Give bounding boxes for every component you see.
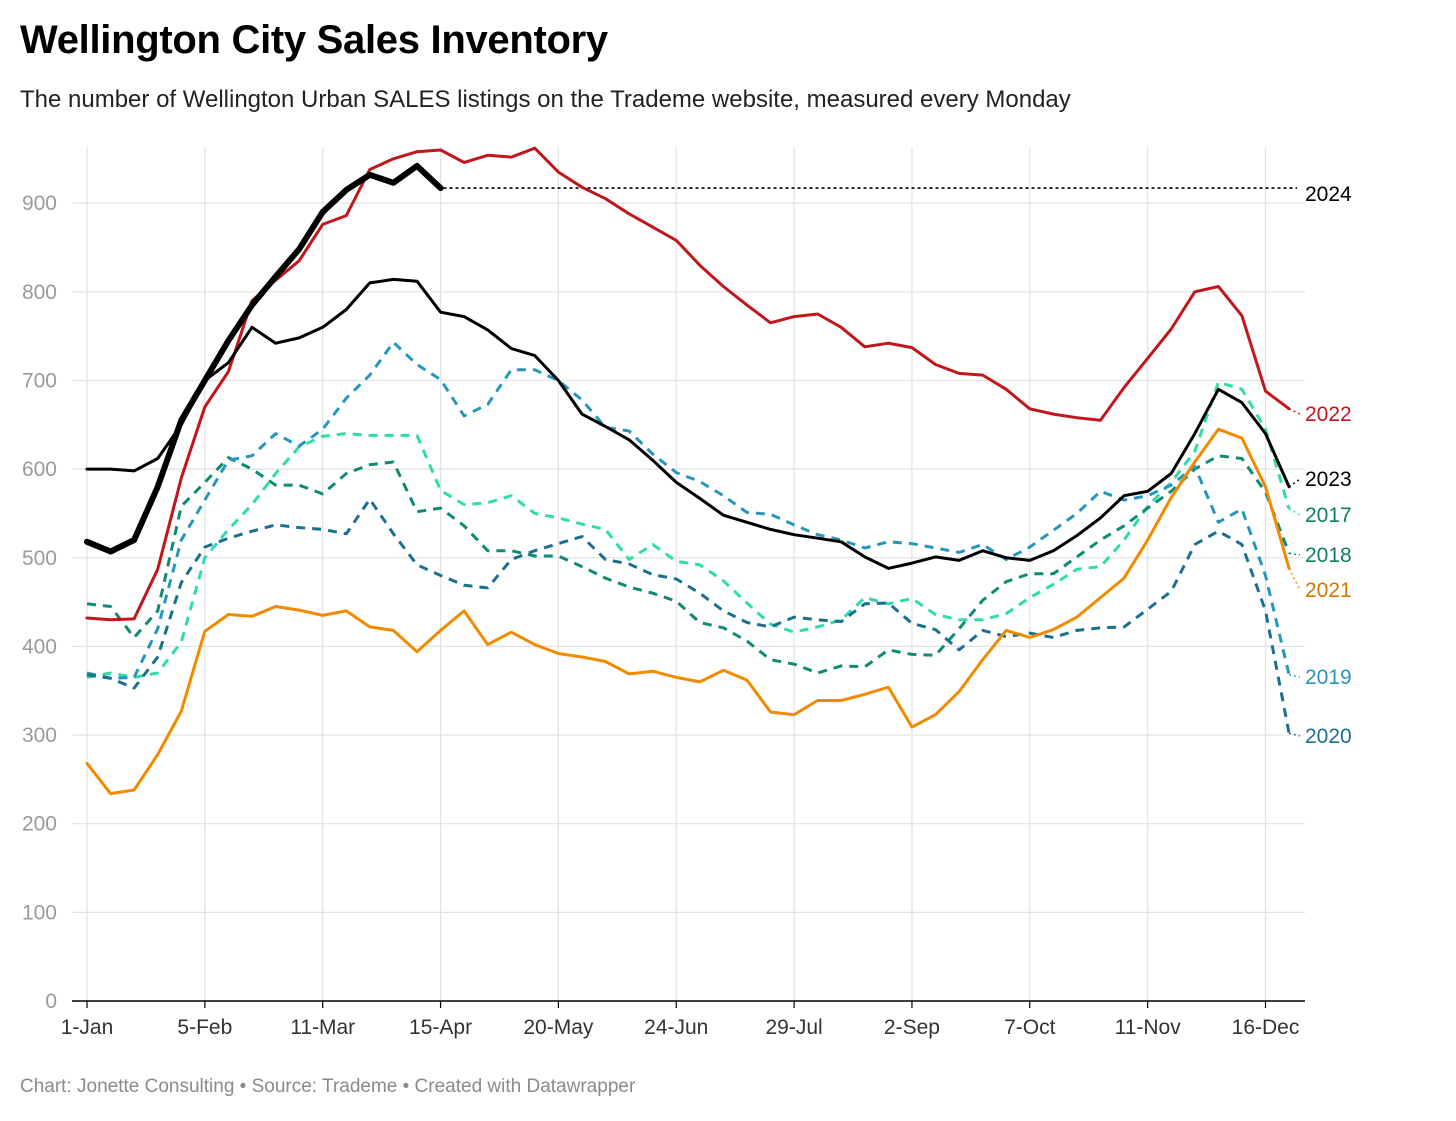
x-tick-label: 11-Nov — [1115, 1016, 1182, 1039]
y-tick-label: 900 — [22, 192, 57, 215]
label-connector-2022 — [1288, 408, 1301, 415]
x-tick-label: 29-Jul — [765, 1016, 822, 1039]
label-connector-2023 — [1288, 478, 1301, 488]
series-line-2023 — [85, 277, 1291, 570]
series-labels: 2017 2018 2019 2020 2021 2022 2023 2024 — [1305, 183, 1352, 748]
series-label-2017: 2017 — [1305, 504, 1352, 527]
series-label-2023: 2023 — [1305, 468, 1352, 491]
series-line-2019 — [86, 340, 1291, 680]
series-label-2018: 2018 — [1305, 544, 1352, 567]
x-tick-label: 11-Mar — [290, 1016, 355, 1039]
axes: 0 100 200 300 400 500 600 700 800 900 1-Jan 5-Feb 11… — [22, 192, 1305, 1039]
y-tick-label: 100 — [22, 901, 57, 924]
series-line-2022 — [85, 146, 1291, 622]
y-tick-label: 300 — [22, 724, 57, 747]
grid-lines — [72, 147, 1305, 1001]
x-tick-label: 20-May — [523, 1016, 594, 1039]
series-label-2022: 2022 — [1305, 403, 1352, 426]
x-tick-label: 1-Jan — [61, 1016, 114, 1039]
y-tick-label: 400 — [22, 635, 57, 658]
y-tick-label: 200 — [22, 813, 57, 836]
series-line-2024 — [84, 162, 444, 555]
y-tick-label: 700 — [22, 369, 57, 392]
chart-title: Wellington City Sales Inventory — [20, 18, 608, 62]
label-connector-2020 — [1288, 732, 1301, 737]
x-tick-label: 5-Feb — [177, 1016, 232, 1039]
x-tick-label: 7-Oct — [1004, 1016, 1056, 1039]
y-tick-label: 0 — [45, 990, 57, 1013]
chart-credit: Chart: Jonette Consulting • Source: Trad… — [20, 1076, 636, 1097]
series-label-2024: 2024 — [1305, 183, 1352, 206]
label-connector-2018 — [1288, 552, 1301, 556]
x-tick-label: 16-Dec — [1232, 1016, 1300, 1039]
x-tick-label: 2-Sep — [884, 1016, 940, 1039]
series-label-2021: 2021 — [1305, 579, 1352, 602]
series-line-2018 — [86, 454, 1291, 675]
label-connector-2019 — [1288, 674, 1301, 678]
label-connector-2017 — [1288, 508, 1301, 516]
x-tick-label: 24-Jun — [644, 1016, 708, 1039]
series-label-2019: 2019 — [1305, 666, 1352, 689]
x-tick-label: 15-Apr — [409, 1016, 472, 1039]
y-tick-label: 500 — [22, 547, 57, 570]
series-line-2021 — [85, 427, 1291, 796]
series-lines — [84, 146, 1301, 796]
chart-subtitle: The number of Wellington Urban SALES lis… — [20, 86, 1071, 113]
series-label-2020: 2020 — [1305, 725, 1352, 748]
series-line-2020 — [86, 497, 1291, 734]
series-line-2017 — [86, 380, 1291, 679]
y-tick-label: 800 — [22, 281, 57, 304]
y-tick-label: 600 — [22, 458, 57, 481]
label-connector-2021 — [1288, 568, 1301, 591]
